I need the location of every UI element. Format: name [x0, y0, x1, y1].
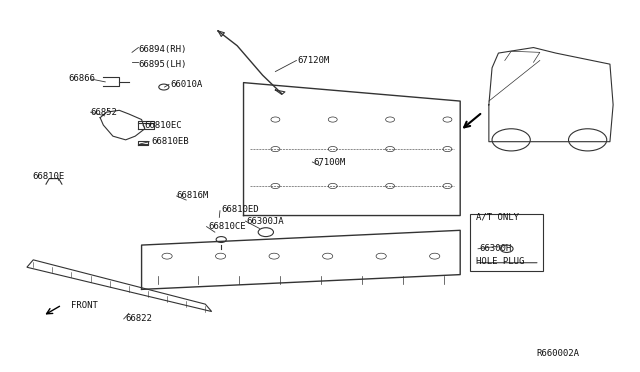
Text: 66300H: 66300H: [479, 244, 511, 253]
Text: HOLE PLUG: HOLE PLUG: [476, 257, 525, 266]
Text: 66810ED: 66810ED: [221, 205, 259, 215]
Text: 66895(LH): 66895(LH): [138, 60, 187, 69]
Text: A/T ONLY: A/T ONLY: [476, 213, 519, 222]
Text: 66810EC: 66810EC: [145, 121, 182, 129]
Text: 66822: 66822: [125, 314, 152, 323]
Text: 66810E: 66810E: [32, 172, 64, 181]
Text: 66300JA: 66300JA: [246, 217, 284, 225]
Text: 66866: 66866: [68, 74, 95, 83]
Text: 66810EB: 66810EB: [151, 137, 189, 146]
Text: 66852: 66852: [91, 108, 118, 117]
Text: R660002A: R660002A: [537, 350, 580, 359]
Text: 66894(RH): 66894(RH): [138, 45, 187, 54]
Text: FRONT: FRONT: [72, 301, 99, 311]
Text: 66810CE: 66810CE: [209, 222, 246, 231]
Text: 66816M: 66816M: [177, 191, 209, 200]
Text: 67100M: 67100M: [314, 157, 346, 167]
Bar: [470, 214, 543, 271]
Text: 66010A: 66010A: [170, 80, 202, 89]
Text: 67120M: 67120M: [298, 56, 330, 65]
